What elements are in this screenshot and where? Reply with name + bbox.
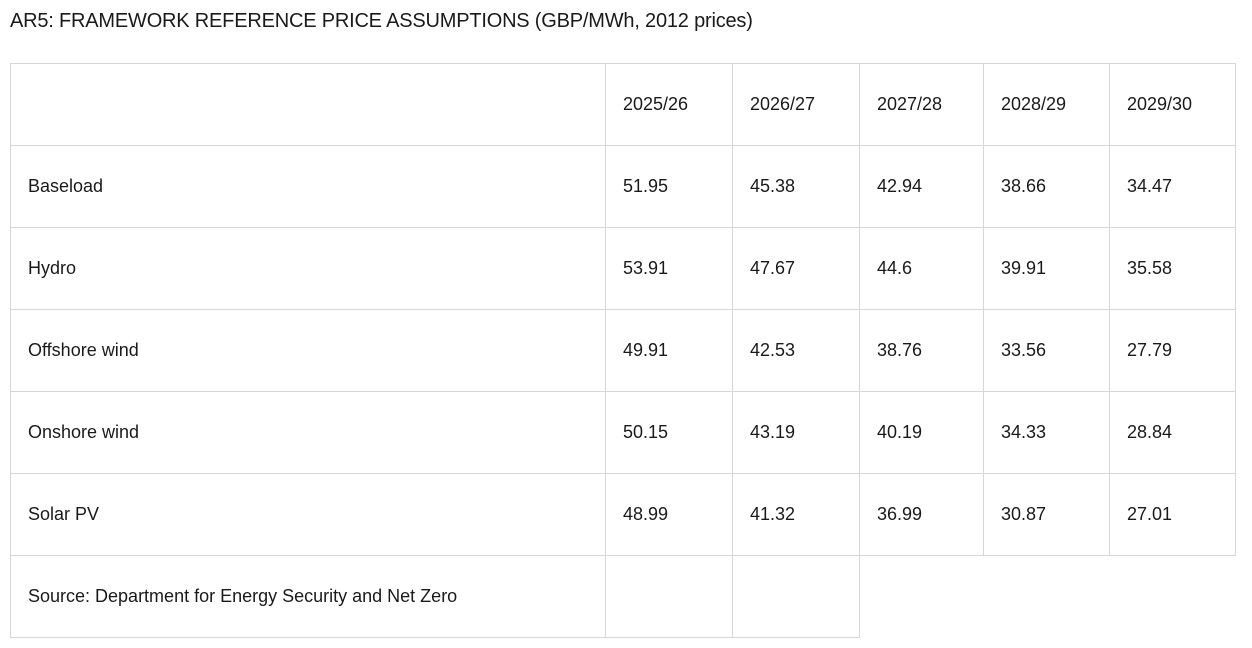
source-note: Source: Department for Energy Security a… xyxy=(10,555,606,638)
table-cell: 40.19 xyxy=(859,391,984,474)
column-header: 2029/30 xyxy=(1109,63,1236,146)
table-cell: 47.67 xyxy=(732,227,860,310)
table-cell: 27.01 xyxy=(1109,473,1236,556)
table-cell: 43.19 xyxy=(732,391,860,474)
blank-cell xyxy=(984,556,1110,638)
row-label: Offshore wind xyxy=(10,309,606,392)
table-cell: 48.99 xyxy=(605,473,733,556)
table-cell: 36.99 xyxy=(859,473,984,556)
table-row: Solar PV 48.99 41.32 36.99 30.87 27.01 xyxy=(10,473,1236,556)
table-cell: 41.32 xyxy=(732,473,860,556)
row-label: Solar PV xyxy=(10,473,606,556)
table-cell: 27.79 xyxy=(1109,309,1236,392)
column-header: 2025/26 xyxy=(605,63,733,146)
table-cell: 42.53 xyxy=(732,309,860,392)
table-cell: 30.87 xyxy=(983,473,1110,556)
table-cell: 39.91 xyxy=(983,227,1110,310)
column-header: 2027/28 xyxy=(859,63,984,146)
table-cell: 51.95 xyxy=(605,145,733,228)
table-cell: 28.84 xyxy=(1109,391,1236,474)
table-cell: 35.58 xyxy=(1109,227,1236,310)
table-row: Offshore wind 49.91 42.53 38.76 33.56 27… xyxy=(10,309,1236,392)
table-cell: 42.94 xyxy=(859,145,984,228)
source-empty-cell xyxy=(605,555,733,638)
table-cell: 49.91 xyxy=(605,309,733,392)
table-row: Onshore wind 50.15 43.19 40.19 34.33 28.… xyxy=(10,391,1236,474)
table-header-row: 2025/26 2026/27 2027/28 2028/29 2029/30 xyxy=(10,63,1236,146)
table-cell: 33.56 xyxy=(983,309,1110,392)
source-row: Source: Department for Energy Security a… xyxy=(10,555,1236,638)
table-cell: 34.47 xyxy=(1109,145,1236,228)
table-row: Baseload 51.95 45.38 42.94 38.66 34.47 xyxy=(10,145,1236,228)
column-header: 2026/27 xyxy=(732,63,860,146)
table-cell: 45.38 xyxy=(732,145,860,228)
table-cell: 34.33 xyxy=(983,391,1110,474)
table-cell: 53.91 xyxy=(605,227,733,310)
table-cell: 44.6 xyxy=(859,227,984,310)
table-row: Hydro 53.91 47.67 44.6 39.91 35.58 xyxy=(10,227,1236,310)
row-label: Onshore wind xyxy=(10,391,606,474)
column-header: 2028/29 xyxy=(983,63,1110,146)
header-corner-cell xyxy=(10,63,606,146)
table-cell: 38.76 xyxy=(859,309,984,392)
row-label: Baseload xyxy=(10,145,606,228)
source-empty-cell xyxy=(732,555,860,638)
table-cell: 50.15 xyxy=(605,391,733,474)
table-cell: 38.66 xyxy=(983,145,1110,228)
blank-cell xyxy=(860,556,984,638)
price-assumptions-table: 2025/26 2026/27 2027/28 2028/29 2029/30 … xyxy=(10,63,1236,638)
blank-cell xyxy=(1110,556,1236,638)
row-label: Hydro xyxy=(10,227,606,310)
page-title: AR5: FRAMEWORK REFERENCE PRICE ASSUMPTIO… xyxy=(10,10,753,32)
